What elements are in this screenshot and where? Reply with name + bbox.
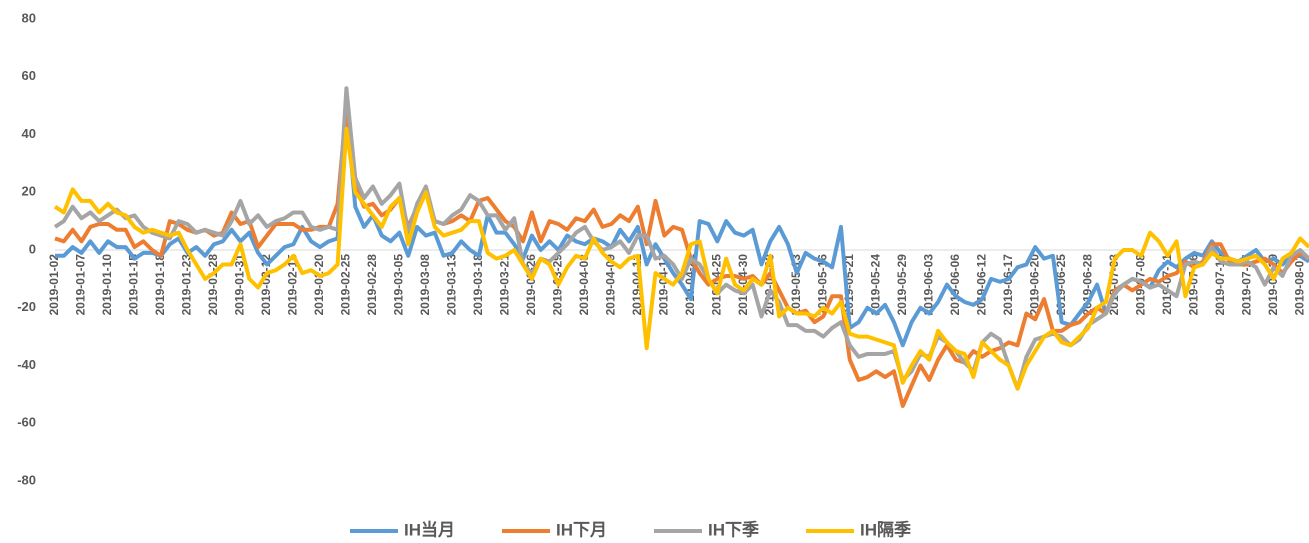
y-tick-label: -20: [17, 299, 36, 314]
x-tick-label: 2019-04-17: [657, 254, 671, 316]
x-tick-label: 2019-02-15: [286, 254, 300, 316]
legend-label: IH当月: [404, 519, 455, 539]
x-tick-label: 2019-02-25: [339, 254, 353, 316]
y-tick-label: -60: [17, 415, 36, 430]
x-tick-label: 2019-01-07: [74, 254, 88, 316]
y-tick-label: -80: [17, 472, 36, 487]
x-tick-label: 2019-01-02: [47, 254, 61, 316]
x-tick-label: 2019-02-28: [365, 254, 379, 316]
legend-label: IH隔季: [860, 519, 911, 539]
series-line: [53, 126, 1309, 391]
y-tick-label: 40: [22, 126, 36, 141]
x-tick-label: 2019-01-10: [100, 254, 114, 316]
x-tick-label: 2019-05-24: [868, 254, 882, 316]
x-tick-label: 2019-05-29: [895, 254, 909, 316]
x-tick-label: 2019-07-16: [1186, 254, 1200, 316]
x-tick-label: 2019-04-30: [736, 254, 750, 316]
legend-label: IH下月: [556, 520, 607, 539]
y-tick-label: 80: [22, 10, 36, 25]
y-tick-label: -40: [17, 357, 36, 372]
x-tick-label: 2019-03-08: [418, 254, 432, 316]
x-tick-label: 2019-01-31: [233, 254, 247, 316]
x-tick-label: 2019-06-06: [948, 254, 962, 316]
series-line: [53, 86, 1309, 391]
x-tick-label: 2019-06-12: [974, 254, 988, 316]
x-tick-label: 2019-04-25: [709, 254, 723, 316]
x-tick-label: 2019-06-20: [1027, 254, 1041, 316]
x-tick-label: 2019-03-21: [498, 254, 512, 316]
x-tick-label: 2019-01-28: [206, 254, 220, 316]
x-tick-label: 2019-04-03: [577, 254, 591, 316]
x-tick-label: 2019-07-11: [1160, 254, 1174, 315]
series-line: [54, 103, 1309, 408]
y-tick-label: 20: [22, 184, 36, 199]
x-tick-label: 2019-06-17: [1001, 254, 1015, 316]
x-tick-label: 2019-03-05: [392, 254, 406, 316]
x-tick-label: 2019-01-18: [153, 254, 167, 316]
x-tick-label: 2019-03-13: [445, 254, 459, 316]
x-tick-label: 2019-01-23: [180, 254, 194, 316]
y-tick-label: 0: [29, 241, 36, 256]
x-tick-label: 2019-02-12: [259, 254, 273, 316]
x-tick-label: 2019-04-09: [604, 254, 618, 316]
legend-label: IH下季: [708, 519, 759, 539]
x-tick-label: 2019-05-16: [815, 254, 829, 316]
series-line: [55, 103, 1309, 348]
x-tick-label: 2019-01-15: [127, 254, 141, 316]
x-tick-label: 2019-02-20: [312, 254, 326, 316]
x-tick-label: 2019-03-18: [471, 254, 485, 316]
y-tick-label: 60: [22, 68, 36, 83]
x-tick-label: 2019-08-01: [1292, 254, 1306, 316]
x-tick-label: 2019-06-03: [921, 254, 935, 316]
x-tick-label: 2019-07-24: [1239, 254, 1253, 316]
x-tick-label: 2019-07-19: [1213, 254, 1227, 316]
